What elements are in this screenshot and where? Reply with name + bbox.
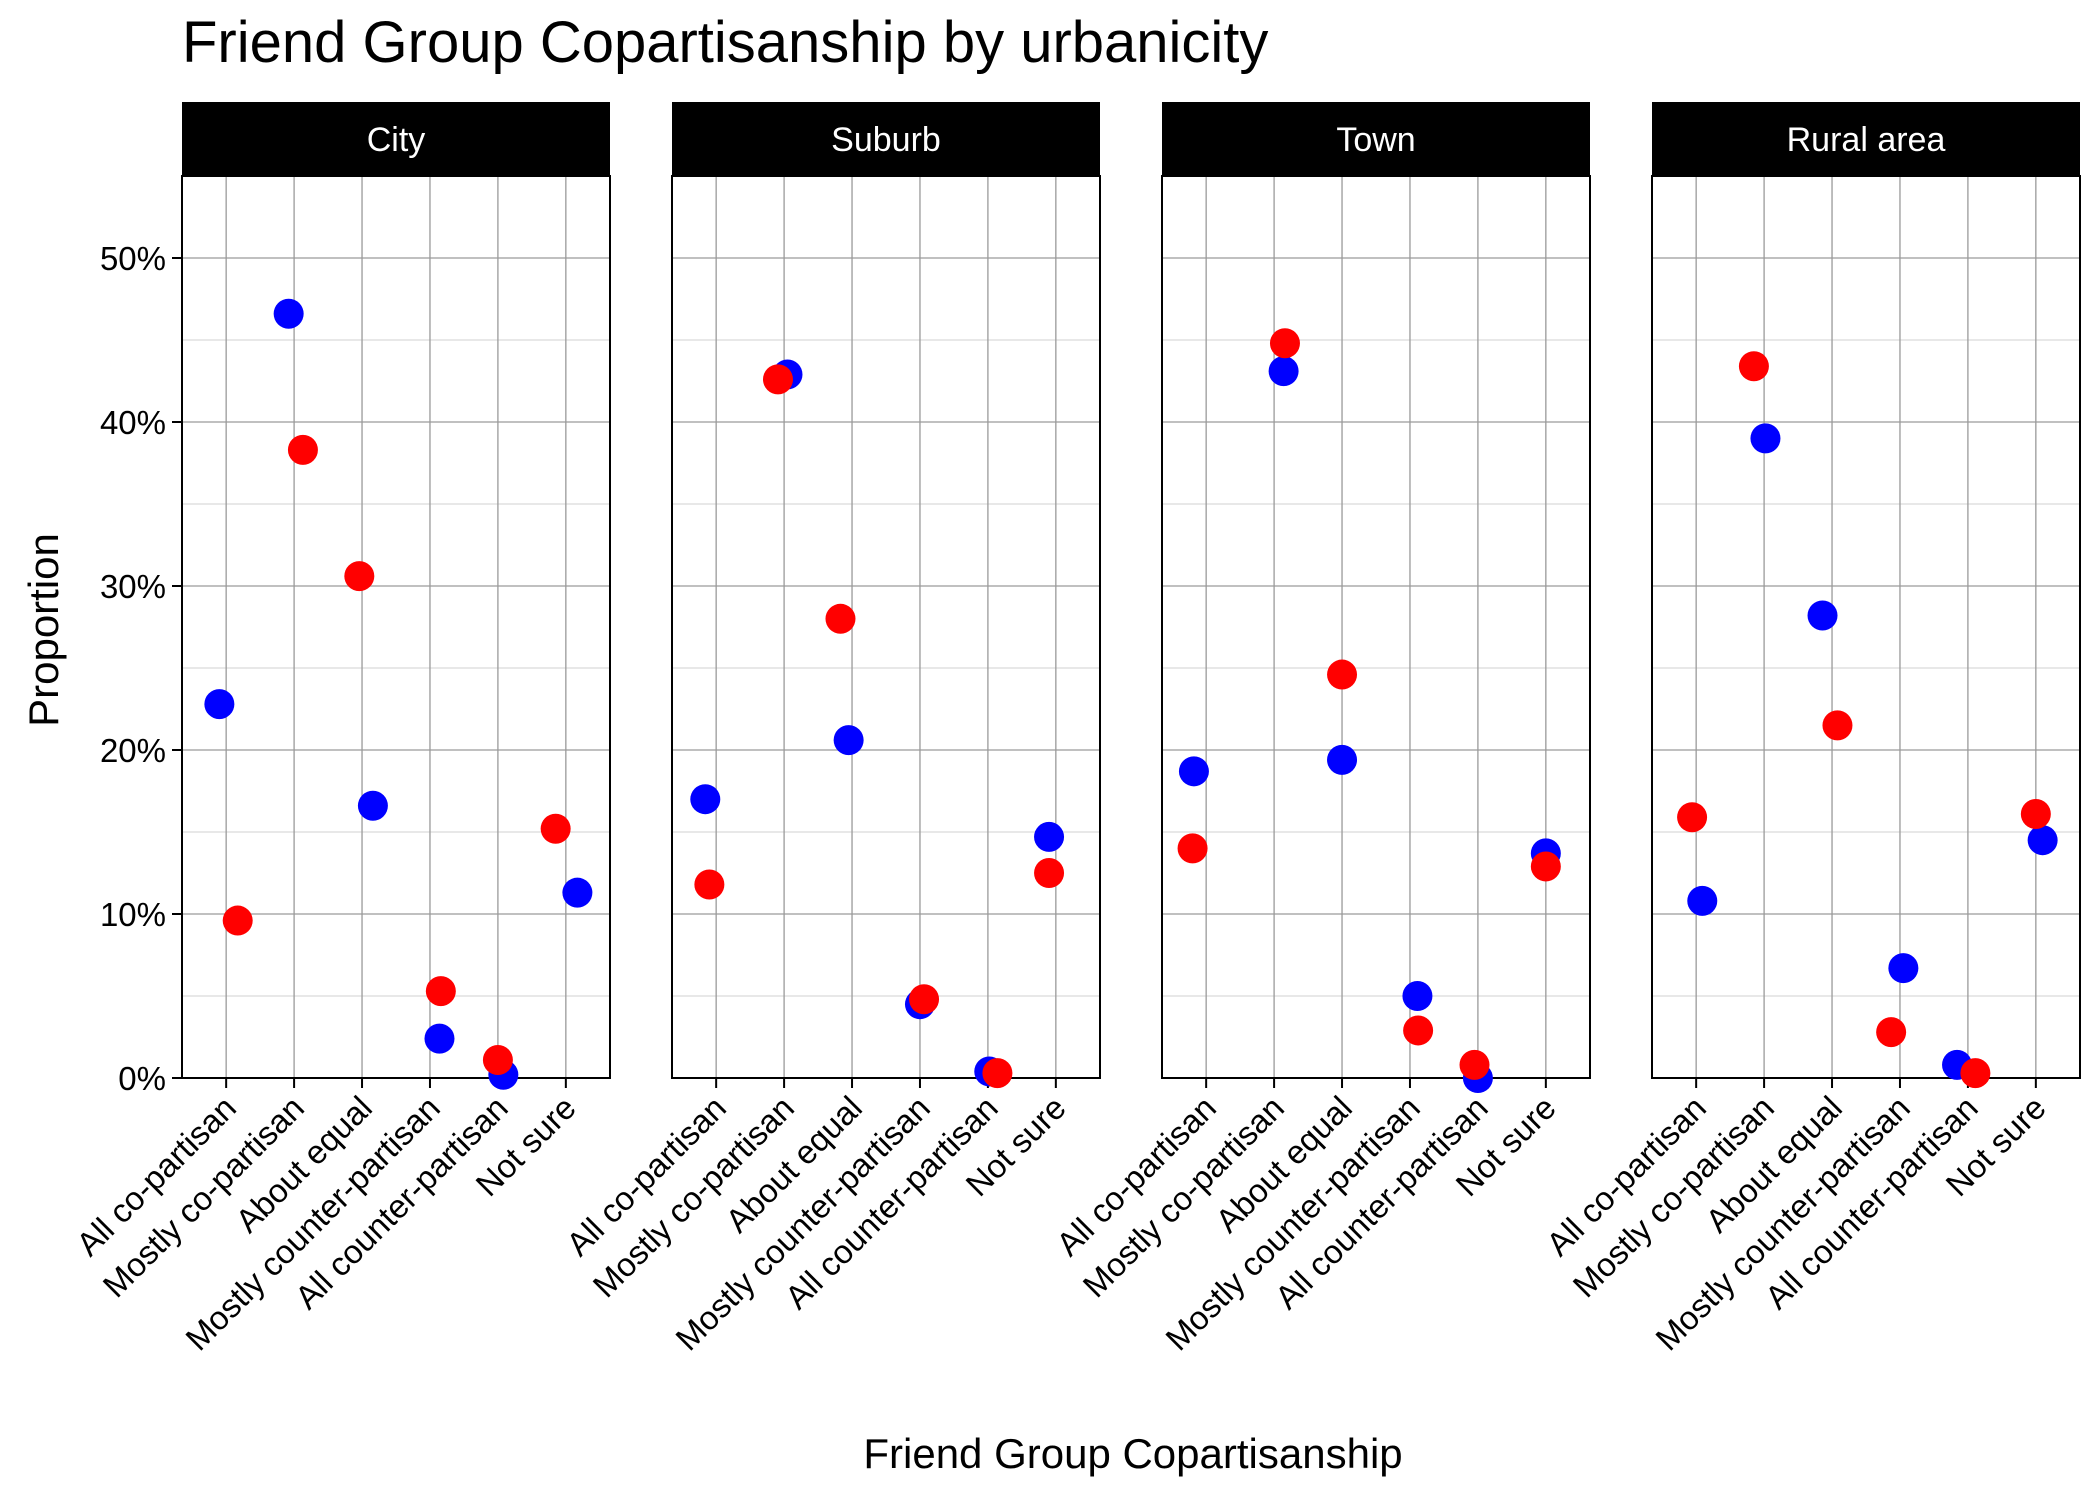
data-point xyxy=(1687,885,1718,916)
data-point xyxy=(1403,1015,1434,1046)
data-point xyxy=(694,869,725,900)
facet-strip xyxy=(672,102,1100,176)
data-point xyxy=(1822,710,1853,741)
data-point xyxy=(690,784,721,815)
y-tick-label: 50% xyxy=(100,240,166,277)
data-point xyxy=(1034,858,1065,888)
y-tick-label: 40% xyxy=(100,404,166,441)
data-point xyxy=(222,905,253,936)
y-tick-label: 10% xyxy=(100,896,166,933)
data-point xyxy=(1178,756,1209,787)
data-point xyxy=(1177,833,1208,864)
data-point xyxy=(1402,981,1433,1011)
facet-strip-label: Rural area xyxy=(1787,121,1946,159)
data-point xyxy=(1268,356,1299,387)
data-point xyxy=(1677,802,1708,833)
data-point xyxy=(562,877,593,908)
data-point xyxy=(344,561,375,592)
data-point xyxy=(1888,953,1919,984)
data-point xyxy=(1807,600,1838,631)
facet-strip-label: Town xyxy=(1336,121,1415,159)
y-tick-label: 0% xyxy=(118,1060,166,1097)
data-point xyxy=(1750,423,1781,454)
y-axis: 0% 10% 20% 30% 40% 50% xyxy=(100,240,182,1097)
facet-strip xyxy=(1162,102,1590,176)
facet-strip xyxy=(1652,102,2080,176)
data-point xyxy=(1459,1049,1490,1080)
data-point xyxy=(1738,351,1769,382)
data-point xyxy=(982,1058,1013,1089)
data-point xyxy=(540,813,571,844)
data-point xyxy=(1269,328,1300,359)
data-point xyxy=(1530,851,1561,882)
data-point xyxy=(357,790,388,821)
panel-border xyxy=(1161,175,1591,1079)
data-point xyxy=(204,689,235,720)
data-point xyxy=(425,976,456,1007)
data-point xyxy=(1327,744,1358,775)
data-point xyxy=(273,298,304,329)
y-tick-label: 30% xyxy=(100,568,166,605)
data-point xyxy=(2027,825,2058,856)
x-axis-title: Friend Group Copartisanship xyxy=(863,1430,1402,1477)
data-point xyxy=(424,1023,455,1054)
facet-strip-label: Suburb xyxy=(831,121,941,159)
data-point xyxy=(1876,1017,1907,1048)
data-point xyxy=(1327,659,1358,690)
data-point xyxy=(2020,798,2051,829)
data-point xyxy=(833,725,864,756)
facet-strip xyxy=(182,102,610,176)
data-point xyxy=(1960,1058,1991,1089)
y-tick-label: 20% xyxy=(100,732,166,769)
y-axis-title: Proportion xyxy=(20,533,67,727)
data-point xyxy=(482,1044,513,1075)
data-point xyxy=(825,603,856,634)
panel-border xyxy=(181,175,611,1079)
panel-border xyxy=(1651,175,2081,1079)
data-point xyxy=(287,434,318,465)
data-point xyxy=(762,364,793,395)
chart-title: Friend Group Copartisanship by urbanicit… xyxy=(182,10,1268,75)
data-point xyxy=(1034,821,1065,852)
data-point xyxy=(909,984,940,1015)
panel-border xyxy=(671,175,1101,1079)
facet-strip-label: City xyxy=(367,121,426,159)
